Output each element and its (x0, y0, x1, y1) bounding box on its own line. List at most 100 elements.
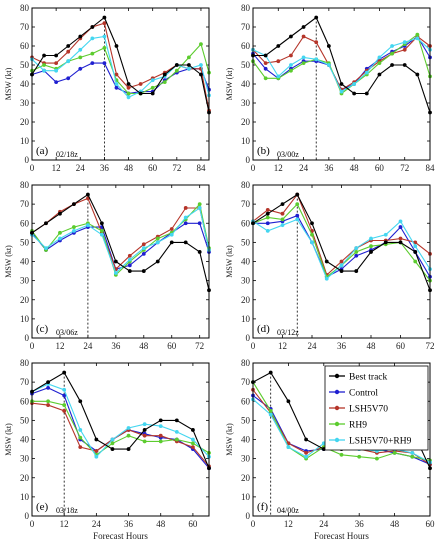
data-point (402, 63, 407, 67)
y-axis-label: MSW (kt) (4, 423, 13, 456)
data-point (44, 246, 48, 251)
data-point (78, 47, 83, 52)
x-tick-label: 0 (251, 519, 256, 529)
x-tick-label: 48 (156, 519, 166, 529)
series-line-rh9 (31, 42, 210, 95)
data-point (280, 202, 285, 207)
y-tick-label: 10 (20, 492, 30, 502)
data-point (354, 269, 359, 273)
x-tick-label: 60 (426, 519, 436, 529)
data-point (413, 250, 418, 254)
data-point (364, 91, 369, 96)
data-point (295, 213, 300, 218)
x-tick-label: 60 (148, 163, 158, 173)
data-point (99, 232, 104, 237)
data-point (114, 44, 119, 48)
data-point (301, 34, 306, 39)
data-point (286, 399, 291, 404)
y-axis-label: MSW (kt) (225, 245, 234, 278)
data-point (280, 211, 285, 216)
data-point (110, 437, 115, 442)
data-point (268, 408, 273, 413)
y-tick-label: 60 (241, 218, 251, 228)
data-point (186, 55, 191, 60)
x-tick-label: 36 (337, 341, 347, 351)
x-tick-label: 48 (124, 163, 134, 173)
data-point (90, 25, 95, 29)
data-point (54, 61, 59, 65)
x-tick-label: 36 (124, 519, 134, 529)
data-point (392, 450, 397, 455)
data-point (339, 89, 344, 94)
x-tick-label: 36 (355, 519, 365, 529)
panel-d: 0 10 20 30 40 50 60 70 80 0 12 24 36 48 60 72 MSW (kt) (d… (225, 180, 435, 351)
data-point (158, 439, 163, 444)
data-point (142, 428, 147, 432)
data-point (54, 68, 59, 73)
x-tick-label: 24 (83, 341, 93, 351)
data-point (66, 59, 71, 64)
data-point (78, 34, 83, 39)
data-point (301, 25, 306, 29)
panel-a: 0 10 20 30 40 50 60 70 80 0 12 24 36 48 60 72 84 MSW (kt)… (4, 3, 211, 173)
data-point (114, 82, 119, 86)
data-point (186, 66, 191, 71)
data-point (142, 439, 147, 444)
plot-frame (252, 7, 431, 161)
data-point (126, 85, 131, 90)
data-point (183, 206, 188, 210)
x-tick-label: 24 (308, 341, 318, 351)
y-tick-label: 30 (20, 276, 30, 286)
y-tick-label: 0 (246, 155, 251, 165)
data-point (46, 399, 50, 404)
data-point (150, 78, 155, 83)
data-point (102, 34, 107, 39)
data-point (339, 263, 344, 268)
panel-date: 03/18z (56, 506, 78, 515)
data-point (410, 450, 415, 455)
y-tick-label: 10 (241, 492, 251, 502)
data-point (150, 91, 155, 96)
data-point (369, 250, 373, 254)
x-tick-label: 12 (278, 341, 287, 351)
data-point (339, 82, 344, 86)
legend-entry: LSH5V70 (349, 405, 388, 415)
data-point (62, 403, 67, 407)
y-tick-label: 70 (20, 199, 30, 209)
data-point (354, 246, 359, 251)
data-point (62, 408, 67, 413)
data-point (142, 433, 147, 438)
data-point (90, 51, 95, 56)
data-point (304, 454, 308, 459)
data-point (402, 40, 407, 45)
legend-entry: Best track (349, 373, 388, 383)
data-point (314, 15, 319, 20)
panel-date: 03/06z (56, 328, 78, 337)
y-tick-label: 20 (20, 473, 30, 483)
series-line-lsh5v70 (31, 197, 210, 271)
data-point (90, 61, 95, 65)
x-tick-label: 12 (274, 163, 283, 173)
data-point (42, 68, 46, 73)
series-line-lsh5v70-rh9 (31, 35, 210, 98)
data-point (413, 240, 418, 245)
data-point (94, 454, 99, 459)
y-tick-label: 0 (25, 155, 30, 165)
data-point (174, 68, 179, 73)
y-tick-label: 80 (241, 358, 251, 368)
data-point (310, 221, 314, 226)
data-point (78, 399, 83, 404)
data-point (268, 370, 273, 375)
data-point (398, 240, 403, 245)
legend: Best track Control LSH5V70 RH9 LSH5V70+RH9 (324, 365, 429, 451)
data-point (150, 85, 155, 90)
x-tick-label: 24 (299, 163, 309, 173)
series-line-rh9 (32, 400, 210, 456)
data-point (415, 72, 420, 77)
y-tick-label: 50 (241, 415, 251, 425)
data-point (78, 435, 83, 440)
y-tick-label: 60 (20, 218, 30, 228)
x-tick-label: 12 (284, 519, 293, 529)
x-tick-label: 48 (367, 341, 377, 351)
x-tick-label: 84 (196, 163, 206, 173)
